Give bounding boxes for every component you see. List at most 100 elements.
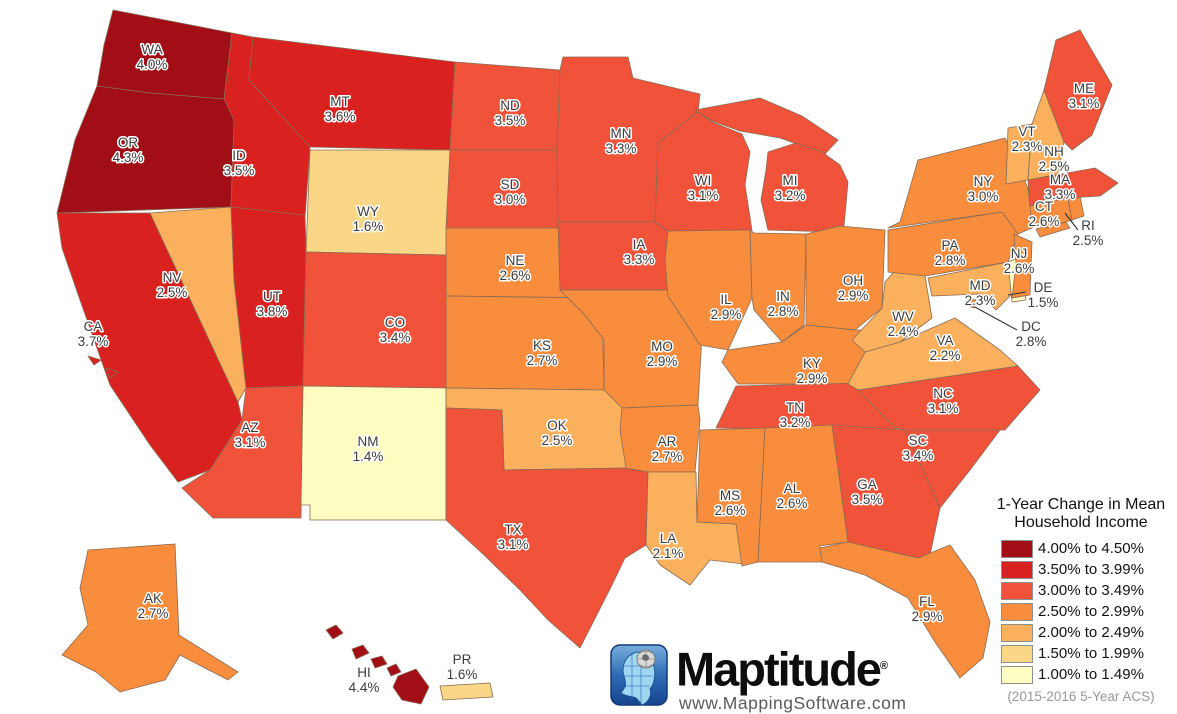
state-label-DC: DC 2.8% [1016, 319, 1047, 349]
state-label-PR: PR 1.6% [447, 652, 478, 682]
state-label-MA: MA 3.3% [1045, 172, 1076, 202]
state-label-ND: ND 3.5% [495, 98, 526, 128]
state-label-OK: OK 2.5% [542, 418, 573, 448]
state-label-LA: LA 2.1% [653, 531, 684, 561]
legend-swatch-5 [1001, 623, 1033, 642]
legend-swatch-3 [1001, 581, 1033, 600]
branding-url-link[interactable]: www.MappingSoftware.com [679, 692, 907, 713]
state-label-TN: TN 3.2% [780, 400, 811, 430]
state-label-OR: OR 4.3% [113, 135, 144, 165]
legend-title-line1: 1-Year Change in Mean [996, 496, 1166, 513]
legend-title: 1-Year Change in Mean Household Income [986, 496, 1176, 532]
label-leader-line [1064, 212, 1079, 231]
state-MA[interactable] [1027, 167, 1119, 207]
state-NJ[interactable] [1011, 233, 1033, 299]
legend-swatch-6 [1001, 644, 1033, 663]
state-label-AL: AL 2.6% [777, 481, 808, 511]
maptitude-logo-icon [610, 644, 668, 706]
state-label-NH: NH 2.5% [1039, 144, 1070, 174]
state-label-UT: UT 3.8% [257, 289, 288, 319]
state-label-AZ: AZ 3.1% [235, 420, 266, 450]
state-label-GA: GA 3.5% [852, 477, 883, 507]
state-label-MD: MD 2.3% [965, 278, 996, 308]
state-label-VA: VA 2.2% [930, 333, 961, 363]
state-label-NJ: NJ 2.6% [1004, 246, 1035, 276]
state-label-VT: VT 2.3% [1012, 124, 1043, 154]
state-CO[interactable] [302, 251, 447, 389]
legend-class-label: 2.50% to 2.99% [1038, 603, 1144, 620]
state-LA[interactable] [645, 471, 745, 586]
label-leader-line [972, 305, 1018, 331]
legend-row-5: 2.00% to 2.49% [986, 622, 1176, 643]
legend-swatch-1 [1001, 539, 1033, 558]
state-label-MI: MI 3.2% [775, 173, 806, 203]
legend-class-label: 1.50% to 1.99% [1038, 645, 1144, 662]
state-label-ME: ME 3.1% [1069, 81, 1100, 111]
legend-swatch-4 [1001, 602, 1033, 621]
state-TX[interactable] [445, 407, 649, 649]
state-WA[interactable] [96, 9, 233, 100]
legend-class-label: 2.00% to 2.49% [1038, 624, 1144, 641]
state-IN[interactable] [749, 229, 807, 343]
registered-mark: ® [879, 660, 889, 672]
state-label-IN: IN 2.8% [768, 289, 799, 319]
state-label-AR: AR 2.7% [652, 434, 683, 464]
legend-row-2: 3.50% to 3.99% [986, 559, 1176, 580]
legend-source-note: (2015-2016 5-Year ACS) [1007, 689, 1155, 704]
state-FL[interactable] [819, 541, 991, 679]
state-WY[interactable] [305, 149, 451, 256]
state-CA[interactable] [105, 367, 119, 379]
state-label-HI: HI 4.4% [349, 665, 380, 695]
state-HI[interactable] [351, 644, 370, 660]
state-label-CT: CT 2.6% [1029, 199, 1060, 229]
state-label-DE: DE 1.5% [1028, 280, 1059, 310]
maptitude-wordmark: Maptitude® [676, 642, 889, 696]
legend-row-4: 2.50% to 2.99% [986, 601, 1176, 622]
legend-row-6: 1.50% to 1.99% [986, 643, 1176, 664]
state-AK[interactable] [61, 543, 239, 693]
state-label-NE: NE 2.6% [500, 253, 531, 283]
state-VA[interactable] [847, 317, 1019, 391]
state-ME[interactable] [1043, 29, 1113, 151]
state-label-MT: MT 3.6% [325, 94, 356, 124]
state-HI[interactable] [392, 668, 430, 705]
state-PR[interactable] [439, 682, 494, 701]
state-label-WV: WV 2.4% [888, 309, 919, 339]
state-label-KY: KY 2.9% [797, 356, 828, 386]
map-legend: 1-Year Change in Mean Household Income 4… [986, 496, 1176, 704]
state-HI[interactable] [386, 663, 402, 677]
state-IA[interactable] [557, 221, 681, 291]
state-label-MO: MO 2.9% [647, 339, 678, 369]
state-DC[interactable] [965, 297, 977, 309]
state-HI[interactable] [325, 624, 344, 640]
state-label-KS: KS 2.7% [527, 338, 558, 368]
legend-swatch-2 [1001, 560, 1033, 579]
state-CA[interactable] [87, 355, 102, 366]
legend-row-3: 3.00% to 3.49% [986, 580, 1176, 601]
state-label-MS: MS 2.6% [715, 488, 746, 518]
state-label-TX: TX 3.1% [498, 522, 529, 552]
state-label-NY: NY 3.0% [968, 174, 999, 204]
state-label-WY: WY 1.6% [353, 204, 384, 234]
legend-class-label: 4.00% to 4.50% [1038, 540, 1144, 557]
state-MT[interactable] [248, 36, 456, 151]
state-WI[interactable] [654, 111, 753, 232]
label-leader-line [1007, 291, 1027, 296]
state-label-NV: NV 2.5% [157, 270, 188, 300]
state-NH[interactable] [1027, 89, 1065, 181]
legend-swatch-7 [1001, 665, 1033, 684]
state-OR[interactable] [56, 85, 237, 214]
legend-class-label: 3.50% to 3.99% [1038, 561, 1144, 578]
legend-rows: 4.00% to 4.50% 3.50% to 3.99% 3.00% to 3.4… [986, 538, 1176, 685]
state-label-IL: IL 2.9% [711, 292, 742, 322]
legend-row-7: 1.00% to 1.49% [986, 664, 1176, 685]
state-label-WA: WA 4.0% [137, 42, 168, 72]
state-label-WI: WI 3.1% [688, 173, 719, 203]
state-HI[interactable] [370, 655, 388, 669]
state-label-RI: RI 2.5% [1073, 218, 1104, 248]
state-label-ID: ID 3.5% [224, 148, 255, 178]
state-label-SC: SC 3.4% [903, 433, 934, 463]
state-label-CA: CA 3.7% [78, 319, 109, 349]
